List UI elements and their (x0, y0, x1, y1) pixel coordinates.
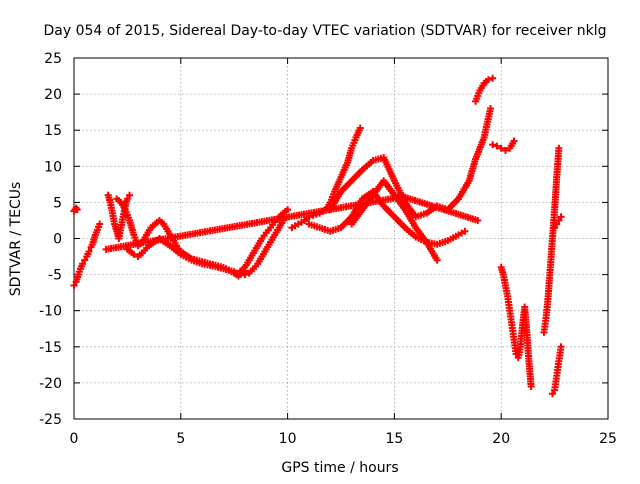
data-point (79, 260, 87, 268)
y-axis-ticks: -25 -20 -15 -10 -5 0 5 10 15 20 25 (39, 51, 608, 428)
data-point (126, 191, 134, 199)
chart-title: Day 054 of 2015, Sidereal Day-to-day VTE… (44, 23, 607, 39)
y-tick-label: 5 (53, 195, 62, 211)
data-point (474, 216, 482, 224)
y-tick-label: -15 (39, 340, 62, 356)
y-tick-label: 25 (44, 51, 62, 67)
data-point (356, 124, 364, 132)
data-point (433, 256, 441, 264)
data-point (81, 256, 89, 264)
data-point (557, 213, 565, 221)
x-tick-label: 25 (599, 431, 617, 447)
data-point (96, 220, 104, 228)
y-tick-label: 20 (44, 87, 62, 103)
data-point (241, 271, 249, 279)
data-point (510, 137, 518, 145)
x-tick-label: 0 (70, 431, 79, 447)
data-point (284, 206, 292, 214)
x-axis-label: GPS time / hours (281, 460, 398, 476)
data-point (493, 142, 501, 150)
y-tick-label: -20 (39, 376, 62, 392)
data-point (551, 224, 559, 232)
y-tick-label: -25 (39, 412, 62, 428)
data-point (232, 269, 240, 277)
data-point (484, 76, 492, 84)
data-point (461, 227, 469, 235)
y-tick-label: -10 (39, 304, 62, 320)
data-point (555, 216, 563, 224)
y-tick-label: 10 (44, 159, 62, 175)
data-point (73, 206, 81, 214)
x-tick-label: 5 (176, 431, 185, 447)
data-point (527, 383, 535, 391)
x-tick-label: 20 (492, 431, 510, 447)
data-point (497, 144, 505, 152)
data-point (557, 343, 565, 351)
data-point (489, 141, 497, 149)
data-point (130, 250, 138, 258)
data-point (489, 74, 497, 82)
x-tick-label: 10 (279, 431, 297, 447)
y-tick-label: 0 (53, 232, 62, 248)
data-point (123, 195, 131, 203)
data-point (487, 105, 495, 113)
x-axis-ticks: 0 5 10 15 20 25 (70, 58, 617, 447)
y-tick-label: -5 (48, 268, 62, 284)
grid-lines (74, 58, 608, 419)
data-point (548, 390, 556, 398)
y-tick-label: 15 (44, 123, 62, 139)
data-points (70, 74, 565, 398)
data-point (85, 247, 93, 255)
data-point (553, 220, 561, 228)
data-point (70, 281, 78, 289)
y-axis-label: SDTVAR / TECUs (8, 182, 24, 297)
data-point (501, 146, 509, 154)
x-tick-label: 15 (385, 431, 403, 447)
data-point (555, 144, 563, 152)
